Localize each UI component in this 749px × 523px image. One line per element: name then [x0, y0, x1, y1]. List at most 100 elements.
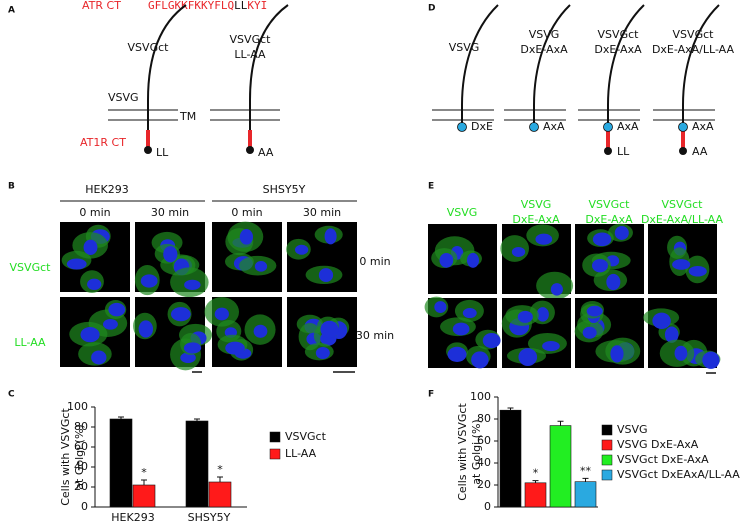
significance: *: [141, 466, 147, 479]
column-label: DxE-AxA: [512, 213, 560, 226]
nucleus: [163, 246, 178, 263]
error-bar: [557, 420, 564, 426]
legend-label: VSVGct DxE-AxA: [617, 453, 709, 466]
nucleus: [315, 347, 330, 360]
bar: [185, 420, 209, 508]
motif-dot: [529, 122, 539, 132]
y-tick-label: 20: [74, 480, 88, 493]
sequence-part: LL: [234, 0, 248, 12]
nucleus: [138, 320, 154, 338]
sequence: GFLGKKFKKYFLQLLKYI: [148, 0, 267, 12]
nucleus: [324, 228, 337, 245]
nucleus: [140, 274, 158, 288]
error-bar: [141, 479, 147, 485]
nucleus: [652, 312, 671, 330]
motif-dot: [678, 122, 688, 132]
legend-swatch: [601, 424, 613, 436]
y-tick-label: 60: [477, 434, 491, 447]
nucleus: [466, 252, 479, 268]
legend-swatch: [601, 469, 613, 481]
nucleus: [582, 326, 597, 339]
motif-label: AxA: [543, 120, 565, 133]
y-axis-label: at Golgi (%): [470, 419, 483, 484]
construct-label: VSVGct: [230, 33, 272, 46]
end-dot: [604, 147, 612, 155]
motif-dot: [603, 122, 613, 132]
y-tick-label: 40: [477, 456, 491, 469]
significance: *: [533, 467, 539, 480]
nucleus: [535, 233, 553, 245]
legend-label: VSVGct DxEAxA/LL-AA: [617, 468, 740, 481]
y-tick-label: 100: [67, 400, 88, 413]
bar: [132, 484, 156, 508]
end-dot: [679, 147, 687, 155]
nucleus: [239, 229, 254, 245]
column-label: VSVGct: [589, 198, 631, 211]
nucleus: [452, 322, 470, 336]
nucleus: [439, 253, 454, 268]
nucleus: [214, 307, 229, 321]
construct-label: VSVG: [529, 28, 560, 41]
construct-label: DxE-AxA: [520, 43, 568, 56]
row-label: 30 min: [356, 329, 394, 342]
error-bar: [217, 476, 223, 482]
legend-swatch: [269, 448, 281, 460]
y-tick-label: 80: [477, 412, 491, 425]
column-label: VSVGct: [662, 198, 704, 211]
nucleus: [320, 320, 339, 339]
y-tick-label: 20: [477, 478, 491, 491]
error-bar: [507, 407, 514, 411]
y-tick-label: 0: [484, 500, 491, 513]
panel-letter: D: [428, 4, 435, 14]
nucleus: [103, 319, 118, 330]
time-label: 30 min: [151, 206, 189, 219]
panel-letter: A: [8, 6, 15, 16]
time-label: 0 min: [231, 206, 262, 219]
nucleus: [482, 333, 501, 349]
panel-letter: F: [428, 390, 434, 400]
nucleus: [294, 244, 309, 255]
nucleus: [536, 307, 549, 322]
nucleus: [180, 352, 196, 364]
nucleus: [318, 268, 334, 283]
nucleus: [610, 345, 624, 363]
panel-letter: C: [8, 390, 15, 400]
nucleus: [606, 273, 621, 291]
nucleus: [91, 350, 107, 365]
end-dot: [144, 146, 152, 154]
row-label: VSVGct: [10, 261, 52, 274]
nucleus: [592, 232, 612, 247]
bar: [208, 481, 232, 508]
vsvg-label: VSVG: [108, 91, 139, 104]
end-dot: [246, 146, 254, 154]
bar: [499, 409, 522, 508]
y-axis-label: Cells with VSVGct: [456, 403, 469, 501]
y-axis-label: Cells with VSVGct: [59, 408, 72, 506]
construct: [533, 4, 571, 127]
bar: [549, 425, 572, 508]
y-tick-label: 80: [74, 420, 88, 433]
nucleus: [83, 239, 98, 256]
nucleus: [614, 225, 629, 240]
nucleus: [664, 326, 679, 343]
motif-label: AxA: [692, 120, 714, 133]
legend-swatch: [269, 431, 281, 443]
construct-label: DxE-AxA: [594, 43, 642, 56]
nucleus: [184, 279, 201, 290]
motif-dot: [457, 122, 467, 132]
end-label: LL: [617, 145, 630, 158]
significance: *: [217, 463, 223, 476]
nucleus: [108, 302, 126, 317]
legend-label: VSVG: [617, 423, 648, 436]
tm-label: TM: [179, 110, 196, 123]
bar: [109, 418, 133, 508]
nucleus: [462, 308, 477, 319]
construct: [607, 4, 645, 127]
error-bar: [118, 416, 124, 419]
significance: **: [580, 464, 592, 477]
nucleus: [225, 341, 245, 355]
construct-label: VSVGct: [673, 28, 715, 41]
construct-label: VSVGct: [128, 41, 170, 54]
nucleus: [253, 324, 268, 338]
